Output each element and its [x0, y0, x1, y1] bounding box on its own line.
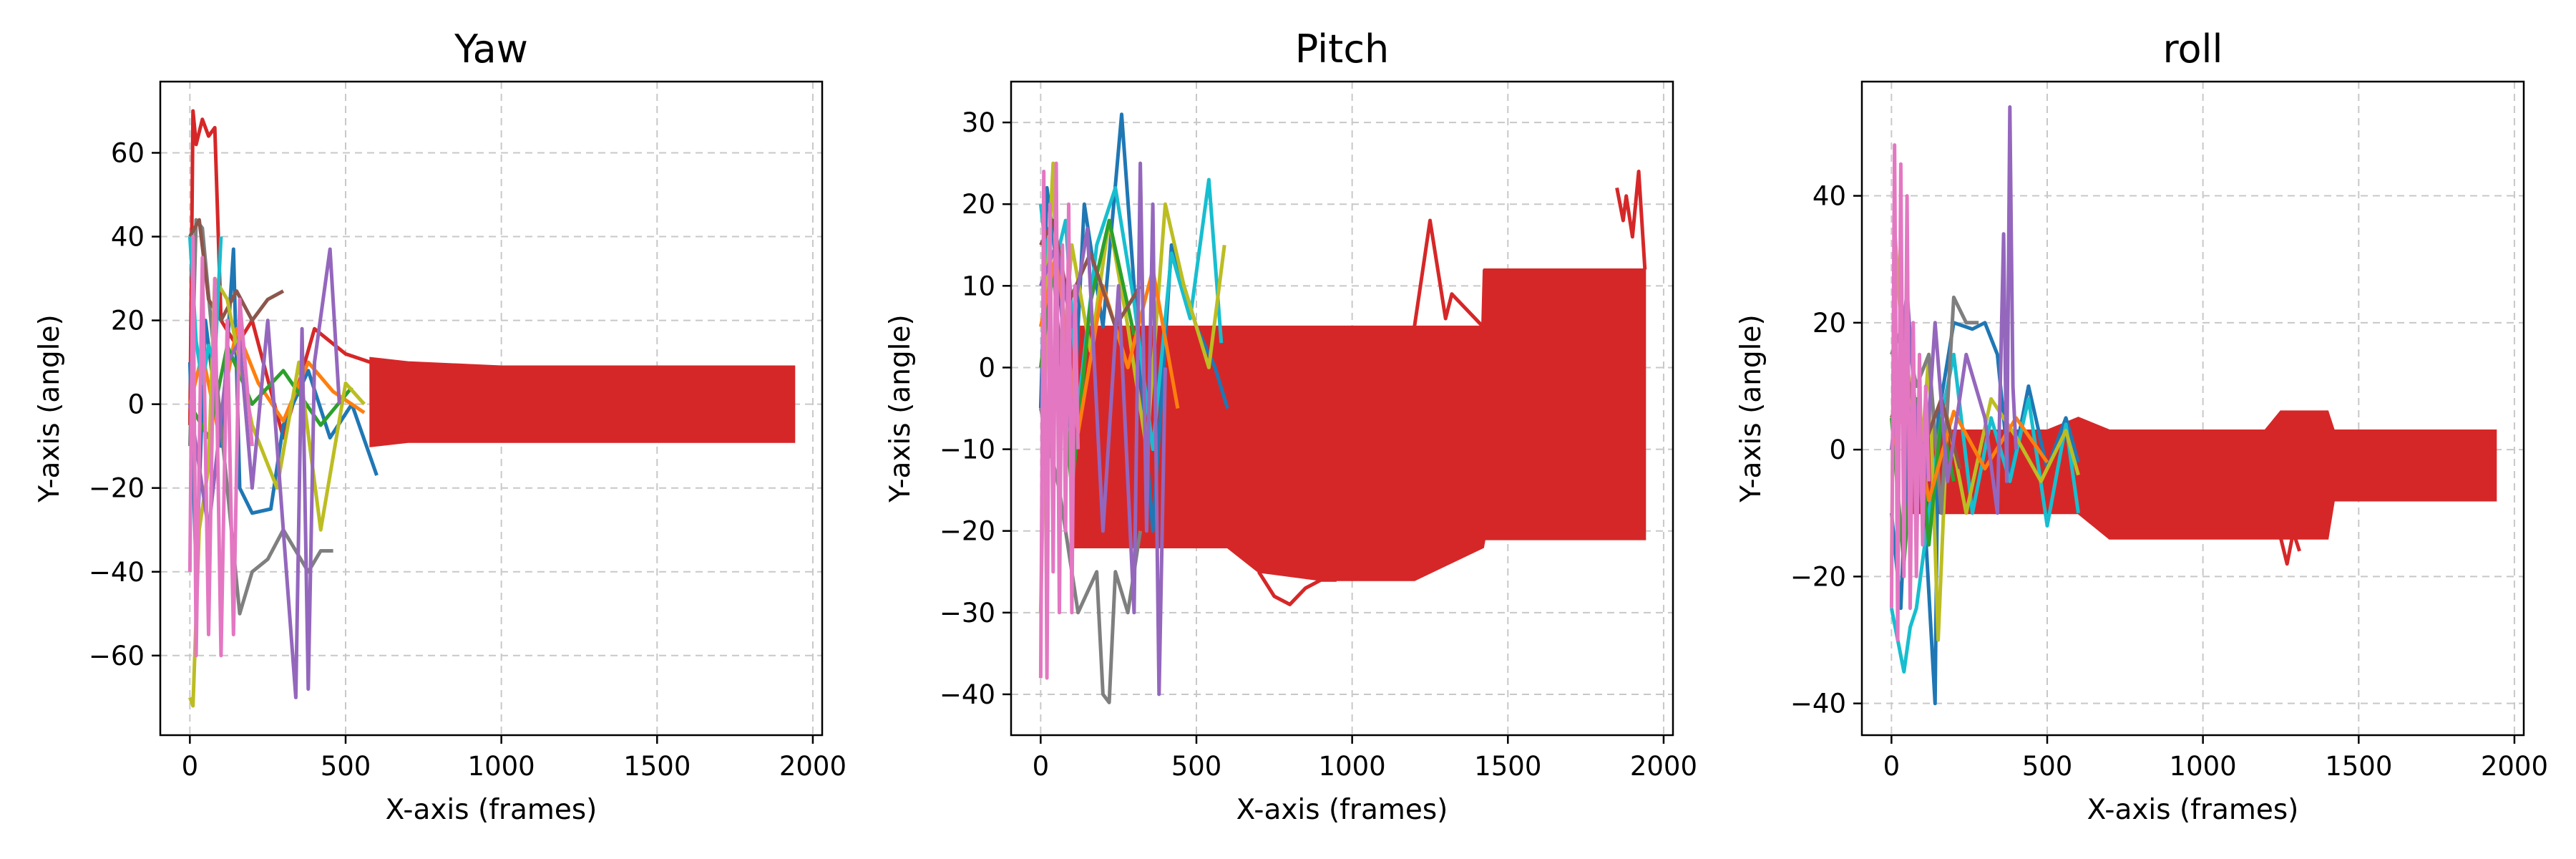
yaw-y-tick-label: 40 [111, 222, 145, 253]
yaw-x-tick-label: 500 [321, 751, 371, 782]
roll-x-tick-label: 2000 [2481, 751, 2548, 782]
pitch-y-tick-label: 0 [978, 352, 995, 383]
pitch-x-tick-label: 2000 [1630, 751, 1697, 782]
pitch-y-axis-label: Y-axis (angle) [884, 314, 917, 503]
pitch-title: Pitch [1295, 26, 1389, 72]
pitch-series-line [1413, 218, 1487, 329]
roll-title: roll [2162, 26, 2223, 72]
yaw-series-line [187, 247, 379, 574]
yaw-x-tick-label: 0 [182, 751, 199, 782]
pitch-series-line [1038, 161, 1080, 680]
pitch-x-tick-label: 1500 [1474, 751, 1541, 782]
pitch-y-tick-label: 30 [962, 107, 995, 138]
pitch-y-tick-label: 10 [962, 271, 995, 301]
roll-plot-area [1889, 105, 2497, 706]
yaw-x-axis-label: X-axis (frames) [386, 794, 597, 826]
yaw-y-tick-label: −20 [89, 473, 145, 504]
pitch-x-tick-label: 1000 [1319, 751, 1386, 782]
roll-axes-frame [1860, 80, 2525, 737]
yaw-y-tick-label: −60 [89, 641, 145, 671]
yaw-plot-area [187, 109, 796, 708]
roll-x-axis-label: X-axis (frames) [2087, 794, 2299, 826]
roll-panel: 0 500 1000 1500 2000 −40 −20 0 20 40 roll X-axis (f… [1735, 26, 2548, 826]
pitch-axes: 0 500 1000 1500 2000 −40 −30 −20 −10 0 10 20 30 [940, 107, 1697, 782]
roll-red-band [1906, 410, 2497, 540]
roll-axes: 0 500 1000 1500 2000 −40 −20 0 20 40 [1790, 181, 2548, 782]
yaw-y-tick-label: 60 [111, 137, 145, 168]
yaw-series-line [187, 235, 254, 658]
roll-y-tick-label: −40 [1790, 689, 1846, 719]
pitch-plot-area [1038, 112, 1647, 704]
roll-y-tick-label: 20 [1813, 308, 1846, 339]
pitch-y-tick-label: −10 [940, 435, 995, 465]
pitch-x-tick-label: 0 [1033, 751, 1050, 782]
roll-x-tick-label: 0 [1883, 751, 1901, 782]
yaw-red-band [369, 356, 796, 447]
pitch-y-tick-label: 20 [962, 189, 995, 220]
roll-x-tick-label: 1500 [2325, 751, 2392, 782]
roll-x-tick-label: 1000 [2170, 751, 2237, 782]
roll-y-tick-label: 0 [1829, 435, 1846, 465]
pitch-y-tick-label: −20 [940, 516, 995, 547]
pitch-y-tick-label: −40 [940, 679, 995, 710]
yaw-panel: 0 500 1000 1500 2000 −60 −40 −20 0 20 40 60 Yaw X-axi… [34, 26, 847, 826]
roll-y-tick-label: −20 [1790, 561, 1846, 592]
roll-series-line [1889, 352, 2080, 674]
pitch-series-line [1038, 178, 1224, 452]
pitch-y-tick-label: −30 [940, 598, 995, 629]
roll-series-line [1889, 143, 1931, 642]
roll-y-tick-label: 40 [1813, 181, 1846, 212]
pitch-panel: 0 500 1000 1500 2000 −40 −30 −20 −10 0 10 20 30 Pitch… [884, 26, 1697, 826]
yaw-x-tick-label: 1000 [468, 751, 535, 782]
yaw-x-tick-label: 2000 [779, 751, 847, 782]
yaw-series-line [187, 218, 333, 616]
yaw-x-tick-label: 1500 [623, 751, 691, 782]
roll-series-line [2279, 530, 2301, 566]
yaw-axes: 0 500 1000 1500 2000 −60 −40 −20 0 20 40 60 [89, 137, 847, 782]
pitch-series-line [1615, 170, 1647, 270]
yaw-y-axis-label: Y-axis (angle) [34, 314, 66, 503]
pitch-x-tick-label: 500 [1171, 751, 1222, 782]
yaw-title: Yaw [454, 26, 528, 72]
yaw-y-tick-label: −40 [89, 557, 145, 588]
yaw-y-tick-label: 0 [127, 389, 145, 420]
pitch-series-line [1257, 571, 1337, 606]
roll-x-tick-label: 500 [2022, 751, 2073, 782]
yaw-y-tick-label: 20 [111, 306, 145, 336]
roll-y-axis-label: Y-axis (angle) [1735, 314, 1767, 503]
pitch-x-axis-label: X-axis (frames) [1236, 794, 1448, 826]
yaw-series-line [187, 326, 366, 432]
yaw-axes-frame [159, 80, 824, 737]
pitch-axes-frame [1010, 80, 1674, 737]
